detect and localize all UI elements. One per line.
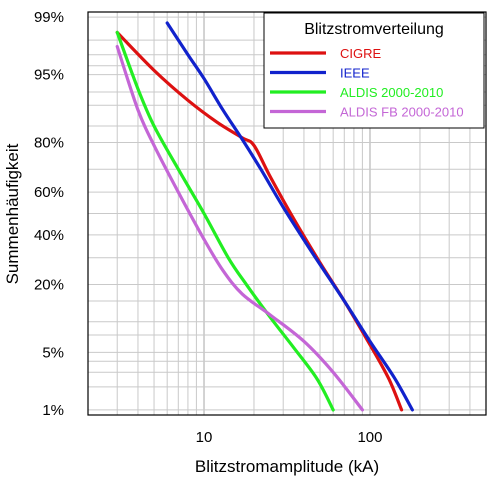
y-axis-label: Summenhäufigkeit [3,143,22,284]
series-line-aldis-2000-2010 [115,30,335,412]
series-lines [115,21,414,412]
y-tick-label: 1% [42,402,64,419]
tick-labels: 10 100 99% 95% 80% 60% 40% 20% 5% 1% [34,9,383,446]
x-tick-label: 100 [357,429,382,446]
y-tick-label: 5% [42,344,64,361]
series-line-ieee [165,21,414,412]
legend-box [263,12,485,129]
legend-entry-label: ALDIS FB 2000-2010 [340,105,464,120]
y-tick-label: 20% [34,277,64,294]
legend-entry-label: CIGRE [340,46,382,61]
y-tick-label: 60% [34,184,64,201]
legend-title: Blitzstromverteilung [304,21,444,38]
series-line-aldis-fb-2000-2010 [115,44,364,412]
y-tick-label: 80% [34,134,64,151]
y-tick-label: 99% [34,9,64,26]
legend-entry-label: ALDIS 2000-2010 [340,85,443,100]
legend-entries: CIGRE IEEE ALDIS 2000-2010 ALDIS FB 2000-20… [270,46,464,120]
plot-frame [87,11,487,416]
legend: Blitzstromverteilung CIGRE IEEE ALDIS 2000… [263,12,485,129]
y-tick-label: 40% [34,227,64,244]
series-line-cigre [115,30,404,412]
legend-entry-label: IEEE [340,66,370,81]
x-axis-label: Blitzstromamplitude (kA) [195,457,379,476]
y-tick-label: 95% [34,67,64,84]
x-tick-label: 10 [196,429,213,446]
